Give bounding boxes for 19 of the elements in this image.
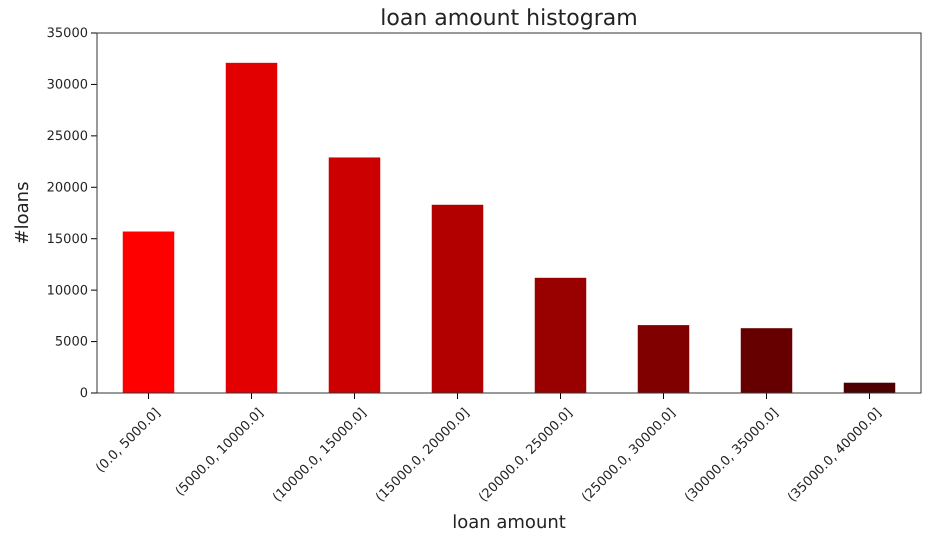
bar xyxy=(638,325,690,393)
y-tick-label: 10000 xyxy=(46,283,88,298)
bar xyxy=(122,232,174,393)
bar xyxy=(328,157,380,393)
bar xyxy=(534,278,586,393)
y-tick-label: 25000 xyxy=(46,129,88,144)
y-tick-label: 35000 xyxy=(46,26,88,42)
y-tick-label: 5000 xyxy=(54,334,88,350)
bar xyxy=(740,328,792,393)
y-tick-label: 20000 xyxy=(46,180,88,196)
y-axis-title: #loans xyxy=(12,182,33,244)
chart-title: loan amount histogram xyxy=(380,6,638,31)
bar xyxy=(844,382,896,393)
y-tick-label: 0 xyxy=(80,386,88,402)
bar xyxy=(226,62,278,393)
x-axis-title: loan amount xyxy=(452,512,566,533)
y-tick-label: 15000 xyxy=(46,232,88,247)
bar xyxy=(432,204,484,393)
y-tick-label: 30000 xyxy=(46,78,88,93)
